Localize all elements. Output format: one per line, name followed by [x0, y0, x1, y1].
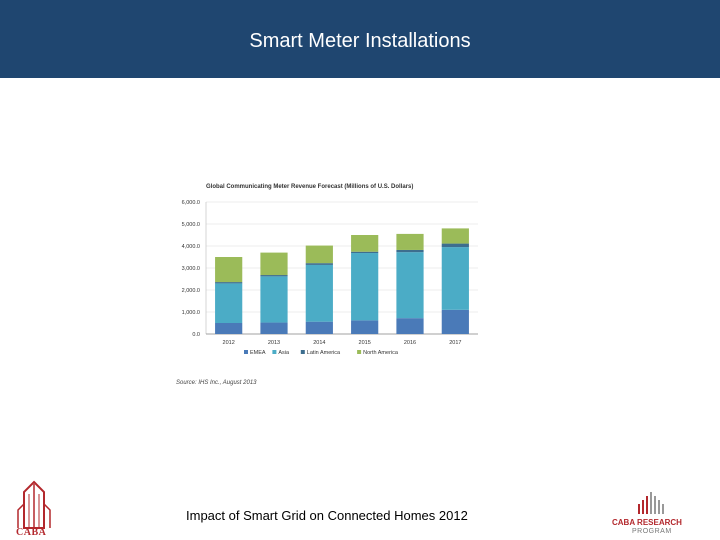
bar-segment	[441, 247, 469, 310]
bar-segment	[260, 275, 288, 277]
x-tick-label: 2013	[268, 340, 280, 346]
x-tick-label: 2015	[359, 340, 371, 346]
x-tick-label: 2017	[449, 340, 461, 346]
x-tick-label: 2014	[313, 340, 325, 346]
bar-segment	[396, 318, 424, 334]
chart-title: Global Communicating Meter Revenue Forec…	[206, 184, 414, 190]
slide-header: Smart Meter Installations	[0, 0, 720, 78]
bar-segment	[260, 322, 288, 334]
chart-source: Source: IHS Inc., August 2013	[176, 380, 257, 386]
legend-entry: EMEA	[250, 350, 266, 356]
y-tick-label: 1,000.0	[182, 310, 200, 316]
x-tick-label: 2016	[404, 340, 416, 346]
caba-research-text: CABA RESEARCH	[612, 518, 682, 527]
legend-swatch	[300, 350, 305, 354]
bar-segment	[396, 233, 424, 250]
bar-segment	[305, 264, 333, 322]
bar-segment	[351, 251, 379, 254]
bar-segment	[441, 309, 469, 334]
bar-segment	[441, 228, 469, 244]
bar-segment	[260, 252, 288, 276]
caba-research-logo-icon	[638, 492, 664, 514]
legend-entry: Asia	[278, 350, 290, 356]
bar-segment	[351, 253, 379, 321]
y-tick-label: 0.0	[192, 332, 200, 338]
bar-segment	[215, 283, 243, 323]
bar-segment	[260, 276, 288, 323]
y-tick-label: 6,000.0	[182, 200, 200, 206]
bar-segment	[215, 282, 243, 284]
bar-segment	[396, 252, 424, 319]
y-tick-label: 4,000.0	[182, 244, 200, 250]
chart-container: Global Communicating Meter Revenue Forec…	[160, 180, 490, 400]
slide-title: Smart Meter Installations	[249, 30, 471, 52]
bar-segment	[396, 249, 424, 253]
bar-segment	[441, 243, 469, 248]
caba-building-logo-icon	[17, 480, 51, 529]
caba-program-text: PROGRAM	[632, 528, 672, 535]
footer-text: Impact of Smart Grid on Connected Homes …	[186, 508, 468, 523]
revenue-chart: 0.0 1,000.0 2,000.0 3,000.0 4,000.0 5,000.0 6,…	[182, 200, 478, 356]
caba-logo-text: CABA	[16, 527, 47, 538]
bar-segment	[351, 320, 379, 334]
bar-segment	[351, 235, 379, 252]
bar-segment	[215, 323, 243, 334]
bar-segment	[305, 263, 333, 265]
legend-swatch	[244, 350, 248, 354]
y-tick-label: 2,000.0	[182, 288, 200, 294]
legend-entry: North America	[363, 350, 399, 356]
y-tick-label: 3,000.0	[182, 266, 200, 272]
bar-segment	[215, 257, 243, 283]
legend-swatch	[272, 350, 277, 354]
legend-swatch	[357, 350, 362, 354]
legend-entry: Latin America	[307, 350, 341, 356]
y-tick-label: 5,000.0	[182, 222, 200, 228]
bar-segment	[305, 321, 333, 334]
x-tick-label: 2012	[223, 340, 235, 346]
bar-segment	[305, 245, 333, 264]
